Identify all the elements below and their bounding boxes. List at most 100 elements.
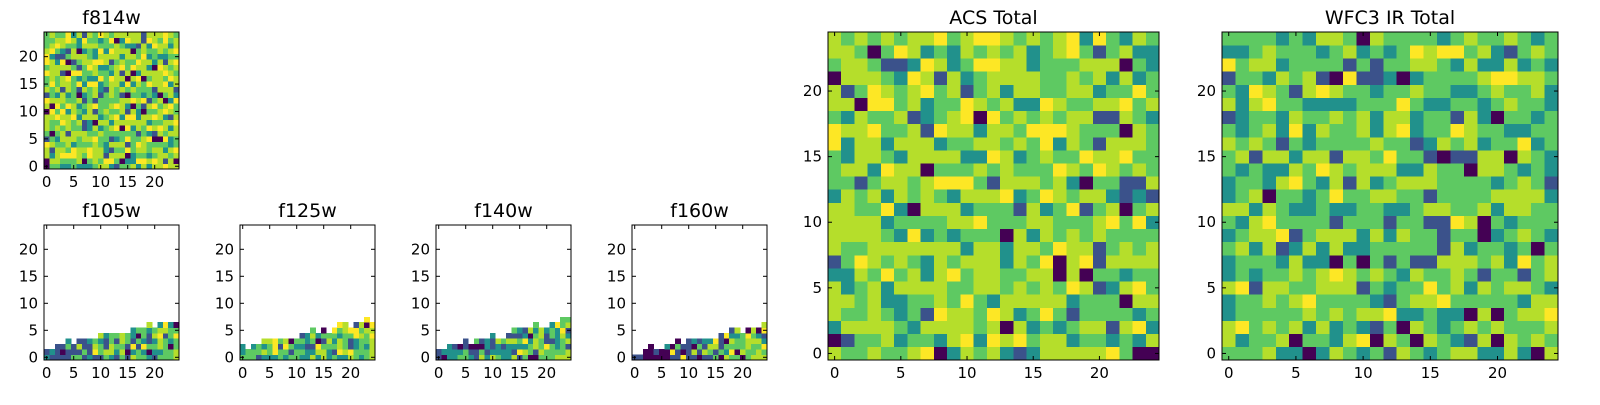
panel-title: f105w — [82, 200, 141, 222]
heatmap-cell — [108, 75, 115, 82]
heatmap-cell — [1437, 320, 1451, 335]
heatmap-cell — [98, 70, 104, 77]
heatmap-cell — [1490, 32, 1505, 46]
heatmap-cell — [907, 58, 921, 72]
heatmap-cell — [686, 338, 692, 345]
heatmap-cell — [1000, 84, 1014, 98]
axes-frame — [43, 224, 180, 361]
heatmap-cell — [60, 64, 66, 71]
heatmap-cell — [1079, 189, 1094, 203]
heatmap-cell — [310, 327, 316, 334]
heatmap-cell — [1396, 215, 1411, 230]
heatmap-cell — [240, 349, 246, 355]
heatmap-cell — [1145, 215, 1160, 230]
heatmap-cell — [157, 147, 164, 153]
heatmap-cell — [87, 86, 93, 93]
heatmap-cell — [130, 37, 137, 44]
y-tick-label: 5 — [224, 321, 234, 339]
heatmap-cell — [1289, 202, 1303, 216]
heatmap-cell — [1039, 215, 1054, 230]
heatmap-cell — [920, 58, 935, 72]
heatmap-cell — [125, 103, 131, 110]
heatmap-cell — [125, 92, 131, 99]
heatmap-cell — [718, 338, 725, 345]
heatmap-cell — [92, 70, 99, 77]
y-tick-label: 0 — [420, 348, 430, 366]
heatmap-cell — [867, 241, 882, 256]
heatmap-cell — [1222, 71, 1236, 85]
heatmap-cell — [173, 59, 180, 66]
heatmap-cell — [119, 64, 126, 71]
heatmap-cell — [1396, 176, 1411, 190]
heatmap-cell — [1531, 97, 1545, 112]
heatmap-cell — [1517, 268, 1532, 282]
heatmap-cell — [152, 349, 158, 355]
heatmap-cell — [60, 103, 66, 110]
heatmap-cell — [867, 202, 882, 216]
heatmap-cell — [60, 86, 66, 93]
heatmap-cell — [1356, 136, 1371, 151]
heatmap-cell — [103, 130, 110, 137]
heatmap-cell — [141, 119, 147, 126]
heatmap-cell — [1248, 241, 1263, 256]
heatmap-cell — [1329, 58, 1344, 72]
heatmap-cell — [272, 343, 279, 350]
heatmap-cell — [1145, 228, 1160, 243]
heatmap-cell — [1106, 294, 1120, 308]
heatmap-cell — [745, 354, 752, 361]
heatmap-cell — [1490, 189, 1505, 203]
heatmap-cell — [114, 53, 120, 60]
heatmap-cell — [718, 343, 725, 350]
heatmap-cell — [146, 152, 153, 159]
heatmap-cell — [1342, 241, 1357, 256]
heatmap-cell — [146, 37, 153, 44]
heatmap-cell — [65, 75, 72, 82]
heatmap-cell — [920, 71, 935, 85]
heatmap-cell — [71, 75, 77, 82]
heatmap-cell — [1289, 32, 1303, 46]
heatmap-cell — [1106, 71, 1120, 85]
heatmap-cell — [1463, 71, 1478, 85]
heatmap-cell — [1000, 215, 1014, 230]
heatmap-cell — [157, 327, 164, 334]
heatmap-cell — [92, 75, 99, 82]
heatmap-cell — [1396, 268, 1411, 282]
heatmap-cell — [1531, 346, 1545, 361]
heatmap-cell — [54, 119, 61, 126]
heatmap-cell — [1369, 71, 1384, 85]
heatmap-cell — [756, 333, 762, 339]
heatmap-cell — [1145, 136, 1160, 151]
heatmap-cell — [1477, 84, 1492, 98]
heatmap-cell — [65, 136, 72, 142]
heatmap-cell — [71, 136, 77, 142]
heatmap-cell — [114, 130, 120, 137]
heatmap-cell — [544, 349, 550, 355]
heatmap-cell — [1517, 281, 1532, 295]
heatmap-cell — [261, 338, 268, 345]
heatmap-cell — [1145, 281, 1160, 295]
heatmap-cell — [565, 338, 572, 345]
heatmap-cell — [1477, 307, 1492, 321]
heatmap-cell — [1079, 123, 1094, 138]
heatmap-cell — [1531, 241, 1545, 256]
heatmap-cell — [54, 349, 61, 355]
heatmap-cell — [146, 158, 153, 164]
heatmap-cell — [920, 163, 935, 177]
heatmap-cell — [152, 64, 158, 71]
heatmap-cell — [81, 158, 88, 164]
heatmap-cell — [986, 84, 1001, 98]
heatmap-cell — [76, 103, 83, 110]
heatmap-cell — [1119, 268, 1133, 282]
heatmap-cell — [1092, 281, 1107, 295]
heatmap-cell — [686, 343, 692, 350]
heatmap-cell — [880, 110, 895, 125]
heatmap-cell — [146, 114, 153, 120]
heatmap-cell — [1289, 294, 1303, 308]
heatmap-cell — [1092, 110, 1107, 125]
heatmap-cell — [288, 354, 295, 361]
heatmap-cell — [1066, 320, 1080, 335]
heatmap-cell — [734, 343, 741, 350]
heatmap-cell — [1396, 32, 1411, 46]
heatmap-cell — [1383, 333, 1398, 348]
heatmap-cell — [60, 42, 66, 49]
